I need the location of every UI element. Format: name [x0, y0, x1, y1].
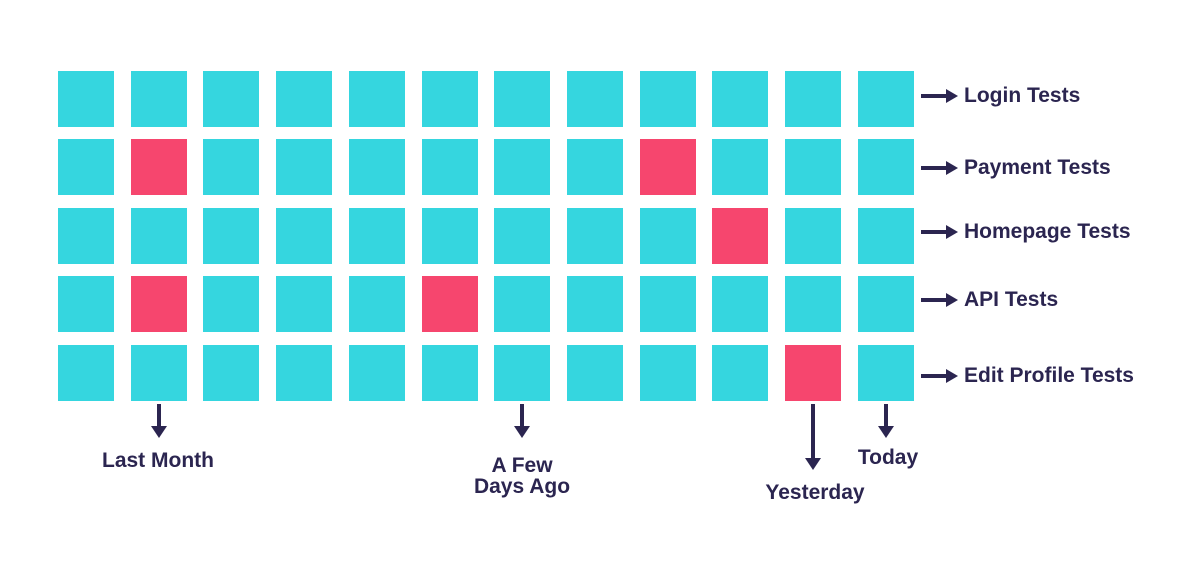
row-label: Payment Tests — [964, 156, 1111, 179]
test-cell-pass — [276, 208, 333, 264]
arrow-down-icon — [150, 404, 167, 438]
test-cell-pass — [276, 139, 333, 195]
test-cell-pass — [785, 208, 841, 264]
test-cell-pass — [494, 139, 551, 195]
time-marker-label: Yesterday — [735, 482, 895, 503]
test-cell-pass — [58, 345, 114, 401]
test-cell-pass — [421, 208, 478, 264]
test-cell-pass — [58, 71, 114, 127]
test-cell-pass — [276, 345, 333, 401]
test-cell-fail — [130, 276, 187, 332]
test-cell-pass — [276, 71, 333, 127]
test-cell-pass — [566, 139, 623, 195]
test-cell-pass — [785, 71, 841, 127]
test-cell-pass — [857, 276, 914, 332]
test-cell-pass — [348, 208, 405, 264]
test-cell-pass — [857, 345, 914, 401]
test-cell-pass — [348, 139, 405, 195]
test-cell-pass — [712, 139, 769, 195]
arrow-right-icon — [921, 293, 958, 307]
arrow-down-icon — [877, 404, 894, 438]
test-cell-pass — [857, 139, 914, 195]
time-marker-label: A Few Days Ago — [442, 455, 602, 497]
test-cell-pass — [130, 345, 187, 401]
test-cell-pass — [857, 71, 914, 127]
time-marker-label-line: Yesterday — [765, 481, 865, 504]
test-cell-pass — [566, 276, 623, 332]
row-label: Edit Profile Tests — [964, 364, 1134, 387]
test-cell-pass — [639, 208, 696, 264]
arrow-right-icon — [921, 89, 958, 103]
time-marker-label: Last Month — [78, 450, 238, 471]
arrow-down-icon — [514, 404, 531, 438]
arrow-right-icon — [921, 369, 958, 383]
test-cell-pass — [276, 276, 333, 332]
test-cell-pass — [712, 71, 769, 127]
test-cell-fail — [639, 139, 696, 195]
test-cell-pass — [203, 71, 260, 127]
test-cell-pass — [203, 208, 260, 264]
test-cell-fail — [785, 345, 841, 401]
test-cell-pass — [566, 71, 623, 127]
row-label: Homepage Tests — [964, 220, 1131, 243]
test-cell-pass — [421, 345, 478, 401]
test-cell-pass — [494, 71, 551, 127]
arrow-down-icon — [805, 404, 821, 470]
time-marker-label-line: A Few — [491, 454, 553, 477]
test-cell-pass — [494, 276, 551, 332]
test-cell-pass — [712, 345, 769, 401]
time-marker-label-line: Days Ago — [473, 475, 571, 498]
time-marker-label: Today — [808, 447, 968, 468]
row-label: API Tests — [964, 288, 1059, 311]
test-cell-pass — [203, 139, 260, 195]
test-cell-pass — [785, 276, 841, 332]
test-cell-pass — [785, 139, 841, 195]
test-cell-pass — [58, 208, 114, 264]
test-cell-pass — [203, 276, 260, 332]
time-marker-label-line: Last Month — [102, 449, 214, 472]
test-cell-pass — [58, 276, 114, 332]
time-marker-label-line: Today — [857, 446, 919, 469]
arrow-right-icon — [921, 225, 958, 239]
test-cell-pass — [566, 345, 623, 401]
test-cell-pass — [494, 345, 551, 401]
test-cell-pass — [130, 208, 187, 264]
test-cell-pass — [494, 208, 551, 264]
test-cell-pass — [348, 276, 405, 332]
test-cell-pass — [712, 276, 769, 332]
arrow-right-icon — [921, 161, 958, 175]
test-cell-pass — [421, 139, 478, 195]
test-cell-fail — [712, 208, 769, 264]
test-cell-pass — [566, 208, 623, 264]
row-label: Login Tests — [964, 84, 1081, 107]
test-cell-fail — [130, 139, 187, 195]
test-cell-pass — [421, 71, 478, 127]
test-cell-pass — [857, 208, 914, 264]
test-cell-pass — [130, 71, 187, 127]
test-cell-pass — [58, 139, 114, 195]
test-cell-pass — [203, 345, 260, 401]
test-cell-pass — [639, 345, 696, 401]
test-cell-pass — [348, 71, 405, 127]
test-cell-pass — [348, 345, 405, 401]
test-cell-fail — [421, 276, 478, 332]
test-cell-pass — [639, 71, 696, 127]
test-cell-pass — [639, 276, 696, 332]
